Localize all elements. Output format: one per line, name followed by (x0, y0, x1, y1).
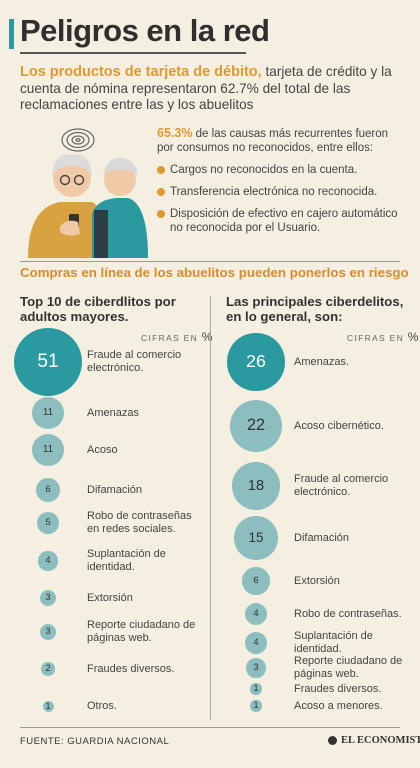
bubble-value: 1 (253, 683, 259, 695)
bubble-label: Extorsión (87, 591, 133, 604)
units-label: CIFRAS EN (141, 333, 199, 343)
bubble-value: 51 (37, 350, 59, 372)
section-divider (20, 261, 400, 262)
units-label: CIFRAS EN (347, 333, 405, 343)
brand-name: EL ECONOMISTA (341, 735, 420, 746)
bubble-label: Reporte ciudadano de páginas web. (87, 619, 196, 644)
bubble-value: 1 (45, 700, 51, 712)
bubble-value: 4 (253, 637, 259, 649)
bubble-mark: 1 (42, 700, 54, 712)
bubble-label: Difamación (294, 531, 350, 544)
left-units-note: CIFRAS EN % (141, 330, 214, 344)
bubble-mark: 1 (250, 700, 262, 712)
bubble-mark: 15 (234, 516, 278, 560)
bubble-mark: 6 (36, 478, 60, 502)
bubble-label: Extorsión (294, 574, 340, 587)
bullet-dot (157, 188, 165, 196)
title-accent-bar (9, 19, 14, 49)
bubble-value: 26 (246, 351, 266, 372)
causes-percentage: 65.3% (157, 126, 193, 140)
bubble-mark: 22 (229, 399, 283, 453)
source-note: FUENTE: GUARDIA NACIONAL (20, 736, 170, 747)
bubble-mark: 11 (32, 434, 64, 466)
bubble-label: Suplantación de identidad. (87, 548, 166, 573)
units-symbol: % (407, 330, 420, 344)
bubble-mark: 4 (38, 551, 58, 571)
bubble-mark: 1 (250, 683, 262, 695)
bubble-label: Reporte ciudadano de páginas web. (294, 655, 403, 680)
bubble-mark: 2 (41, 662, 55, 676)
bubble-mark: 18 (232, 462, 280, 510)
causes-list: Cargos no reconocidos en la cuenta. Tran… (157, 163, 402, 235)
bubble-value: 1 (253, 700, 259, 712)
bubble-value: 11 (42, 444, 54, 456)
intro-text: tarjeta de crédito y la cuenta de nómina… (20, 64, 392, 112)
bubble-mark: 4 (244, 602, 268, 626)
bubble-label: Amenazas (87, 406, 139, 419)
right-units-note: CIFRAS EN % (347, 330, 420, 344)
right-chart-title: Las principales ciberdelitos, en lo gene… (226, 294, 404, 324)
causes-intro: 65.3% de las causas más recurrentes fuer… (157, 126, 402, 155)
cause-item: Cargos no reconocidos en la cuenta. (157, 163, 402, 177)
bubble-mark: 5 (37, 512, 59, 534)
bubble-mark: 11 (32, 397, 64, 429)
section-subheading: Compras en línea de los abuelitos pueden… (20, 265, 409, 280)
bubble-value: 3 (45, 626, 51, 638)
bubble-value: 22 (246, 416, 266, 435)
bubble-value: 4 (253, 608, 259, 620)
intro-highlight: Los productos de tarjeta de débito, (20, 64, 262, 80)
column-divider (210, 296, 211, 720)
brand-logo: EL ECONOMISTA (328, 735, 420, 746)
bubble-value: 2 (45, 663, 51, 675)
bubble-value: 11 (42, 407, 54, 419)
bubble-label: Fraudes diversos. (294, 682, 382, 695)
causes-text: de las causas más recurrentes fueron por… (157, 128, 389, 154)
cause-item-text: Transferencia electrónica no reconocida. (170, 186, 378, 198)
bubble-label: Suplantación de identidad. (294, 630, 373, 655)
bubble-value: 5 (45, 517, 51, 529)
causes-block: 65.3% de las causas más recurrentes fuer… (157, 126, 402, 243)
bubble-value: 3 (45, 592, 51, 604)
bubble-mark: 3 (39, 623, 57, 641)
elderly-couple-illustration (28, 128, 148, 258)
bubble-value: 4 (45, 555, 51, 567)
cause-item: Transferencia electrónica no reconocida. (157, 185, 402, 199)
bubble-mark: 26 (227, 333, 285, 391)
bubble-mark: 4 (244, 631, 268, 655)
bubble-label: Otros. (87, 699, 117, 712)
bullet-dot (157, 166, 165, 174)
bubble-label: Robo de contraseñas. (294, 607, 402, 620)
page-title: Peligros en la red (20, 13, 270, 48)
bubble-label: Robo de contraseñas en redes sociales. (87, 510, 192, 535)
bubble-label: Fraude al comercio electrónico. (87, 349, 182, 374)
footer-divider (20, 727, 400, 728)
cause-item-text: Disposición de efectivo en cajero automá… (170, 208, 398, 234)
brand-icon (328, 736, 337, 745)
bubble-mark: 51 (13, 327, 83, 397)
bubble-mark: 3 (246, 658, 266, 678)
bubble-value: 6 (253, 575, 259, 587)
bubble-value: 15 (248, 530, 264, 546)
bubble-label: Amenazas. (294, 355, 350, 368)
left-chart-title: Top 10 de ciberdlitos por adultos mayore… (20, 294, 176, 324)
cause-item: Disposición de efectivo en cajero automá… (157, 207, 402, 235)
units-symbol: % (201, 330, 214, 344)
bubble-label: Fraude al comercio electrónico. (294, 473, 389, 498)
bubble-label: Difamación (87, 483, 143, 496)
bubble-label: Acoso cibernético. (294, 419, 384, 432)
bubble-value: 18 (247, 477, 265, 494)
bubble-mark: 6 (242, 567, 270, 595)
cause-item-text: Cargos no reconocidos en la cuenta. (170, 164, 358, 176)
bubble-label: Fraudes diversos. (87, 662, 175, 675)
intro-paragraph: Los productos de tarjeta de débito, tarj… (20, 64, 405, 114)
bubble-label: Acoso a menores. (294, 699, 383, 712)
bubble-value: 6 (45, 484, 51, 496)
bubble-mark: 3 (39, 589, 57, 607)
bubble-value: 3 (253, 662, 259, 674)
title-underline (20, 52, 246, 54)
bullet-dot (157, 210, 165, 218)
bubble-label: Acoso (87, 443, 118, 456)
